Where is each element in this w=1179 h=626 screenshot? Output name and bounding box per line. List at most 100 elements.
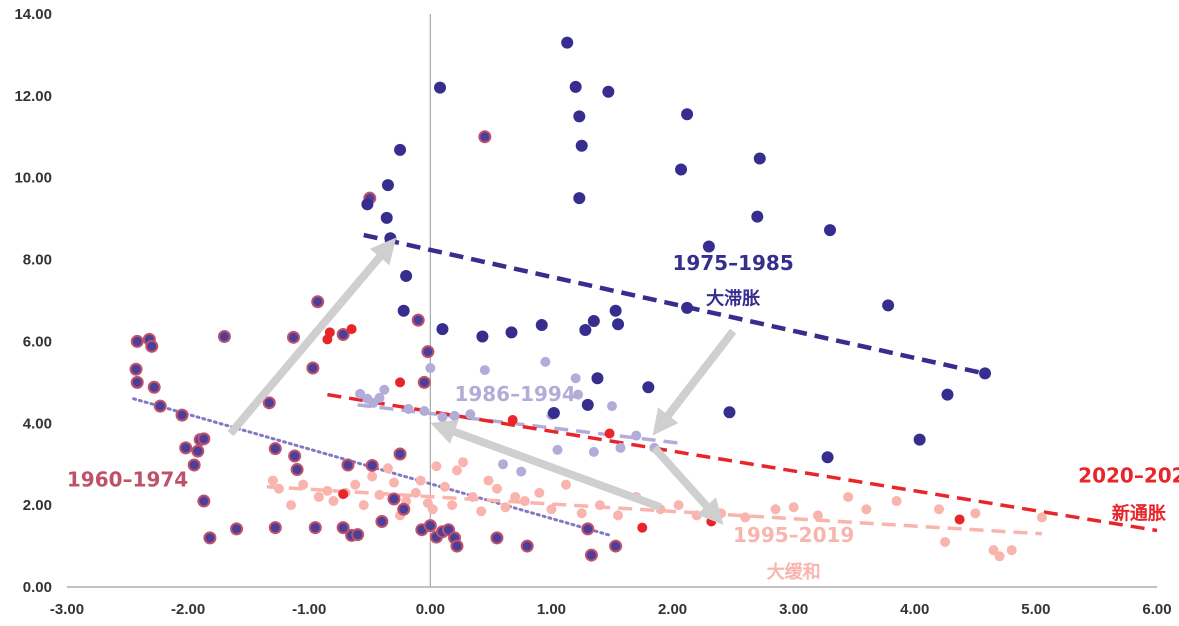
point-1975-1985 <box>913 433 926 446</box>
point-1960-1974 <box>268 521 282 535</box>
point-1960-1974 <box>417 375 431 389</box>
point-1975-1985 <box>581 398 594 411</box>
point-2020-2022 <box>322 334 333 345</box>
point-1995-2019 <box>491 483 502 494</box>
point-1960-1974 <box>129 362 143 376</box>
y-tick-label: 0.00 <box>23 579 52 596</box>
y-tick-label: 4.00 <box>23 415 52 432</box>
x-tick-label: 4.00 <box>900 601 929 618</box>
point-1995-2019 <box>328 496 339 507</box>
point-1986-1994 <box>449 410 460 421</box>
point-1995-2019 <box>861 504 872 515</box>
point-1986-1994 <box>552 444 563 455</box>
point-1975-1985 <box>751 210 764 223</box>
point-1975-1985 <box>547 407 560 420</box>
point-1960-1974 <box>130 334 144 348</box>
point-1960-1974 <box>520 539 534 553</box>
y-tick-label: 2.00 <box>23 497 52 514</box>
point-1995-2019 <box>483 475 494 486</box>
annotation-label: 大滞胀 <box>706 288 760 310</box>
point-1975-1985 <box>681 301 694 314</box>
point-1960-1974 <box>423 519 437 533</box>
point-1995-2019 <box>716 508 726 519</box>
point-1986-1994 <box>615 442 626 453</box>
point-1960-1974 <box>217 330 231 344</box>
point-1960-1974 <box>478 130 492 144</box>
point-1975-1985 <box>575 139 588 152</box>
point-1975-1985 <box>579 323 592 336</box>
x-tick-label: 5.00 <box>1021 601 1050 618</box>
point-1995-2019 <box>812 510 823 521</box>
point-1995-2019 <box>843 491 854 502</box>
point-1960-1974 <box>262 396 276 410</box>
arrows <box>227 237 737 525</box>
point-1975-1985 <box>609 304 622 317</box>
point-1960-1974 <box>130 375 144 389</box>
point-1995-2019 <box>970 508 981 519</box>
point-2020-2022 <box>507 415 518 426</box>
trendline-1975-1985 <box>363 232 988 377</box>
point-1995-2019 <box>389 477 399 488</box>
point-1995-2019 <box>988 545 999 556</box>
point-1986-1994 <box>479 365 490 376</box>
point-2020-2022 <box>954 514 965 525</box>
point-1995-2019 <box>1036 512 1047 523</box>
point-1995-2019 <box>560 479 571 490</box>
annotation-label: 1986–1994 <box>454 382 575 406</box>
point-1986-1994 <box>465 409 476 420</box>
point-1995-2019 <box>891 496 902 507</box>
point-1975-1985 <box>591 372 604 385</box>
point-1986-1994 <box>570 373 581 384</box>
point-1995-2019 <box>994 551 1005 562</box>
y-tick-label: 8.00 <box>23 252 52 269</box>
point-1960-1974 <box>147 380 161 394</box>
annotation-label: 2020–2022 <box>1078 464 1179 488</box>
point-1975-1985 <box>723 406 736 419</box>
point-1975-1985 <box>941 388 954 401</box>
point-1986-1994 <box>607 401 617 412</box>
point-1960-1974 <box>336 327 350 341</box>
point-1995-2019 <box>576 508 587 519</box>
point-1960-1974 <box>351 528 365 542</box>
point-1995-2019 <box>286 500 297 511</box>
annotation-label: 1960–1974 <box>67 468 188 492</box>
point-1995-2019 <box>427 504 438 515</box>
point-1975-1985 <box>979 367 992 380</box>
point-1995-2019 <box>788 502 799 513</box>
point-1995-2019 <box>322 485 333 496</box>
y-tick-label: 12.00 <box>14 88 52 105</box>
point-1995-2019 <box>358 500 369 511</box>
point-1995-2019 <box>458 457 469 468</box>
point-1975-1985 <box>824 224 836 237</box>
point-1975-1985 <box>587 314 600 327</box>
point-1995-2019 <box>451 465 462 476</box>
point-1995-2019 <box>313 491 324 502</box>
point-1995-2019 <box>1006 545 1017 556</box>
point-1986-1994 <box>437 412 448 423</box>
point-1960-1974 <box>365 458 379 472</box>
point-1960-1974 <box>230 522 244 536</box>
x-tick-label: 0.00 <box>416 601 445 618</box>
point-1975-1985 <box>882 299 895 312</box>
point-1995-2019 <box>476 506 487 517</box>
y-tick-label: 10.00 <box>14 170 52 187</box>
point-1995-2019 <box>374 489 385 500</box>
x-tick-label: 1.00 <box>537 601 566 618</box>
point-1986-1994 <box>403 403 414 414</box>
point-1995-2019 <box>298 479 309 490</box>
point-1960-1974 <box>308 521 322 535</box>
point-1960-1974 <box>311 295 325 309</box>
point-1975-1985 <box>384 232 397 245</box>
point-1960-1974 <box>197 494 211 508</box>
point-2020-2022 <box>706 516 717 527</box>
point-1986-1994 <box>374 392 385 403</box>
point-1995-2019 <box>673 500 684 511</box>
point-1960-1974 <box>175 408 189 422</box>
point-1975-1985 <box>753 152 766 165</box>
point-1960-1974 <box>179 441 193 455</box>
point-1975-1985 <box>573 110 586 123</box>
point-1960-1974 <box>490 531 504 545</box>
y-tick-label: 14.00 <box>14 6 52 23</box>
point-1960-1974 <box>609 539 623 553</box>
point-1986-1994 <box>588 446 599 457</box>
